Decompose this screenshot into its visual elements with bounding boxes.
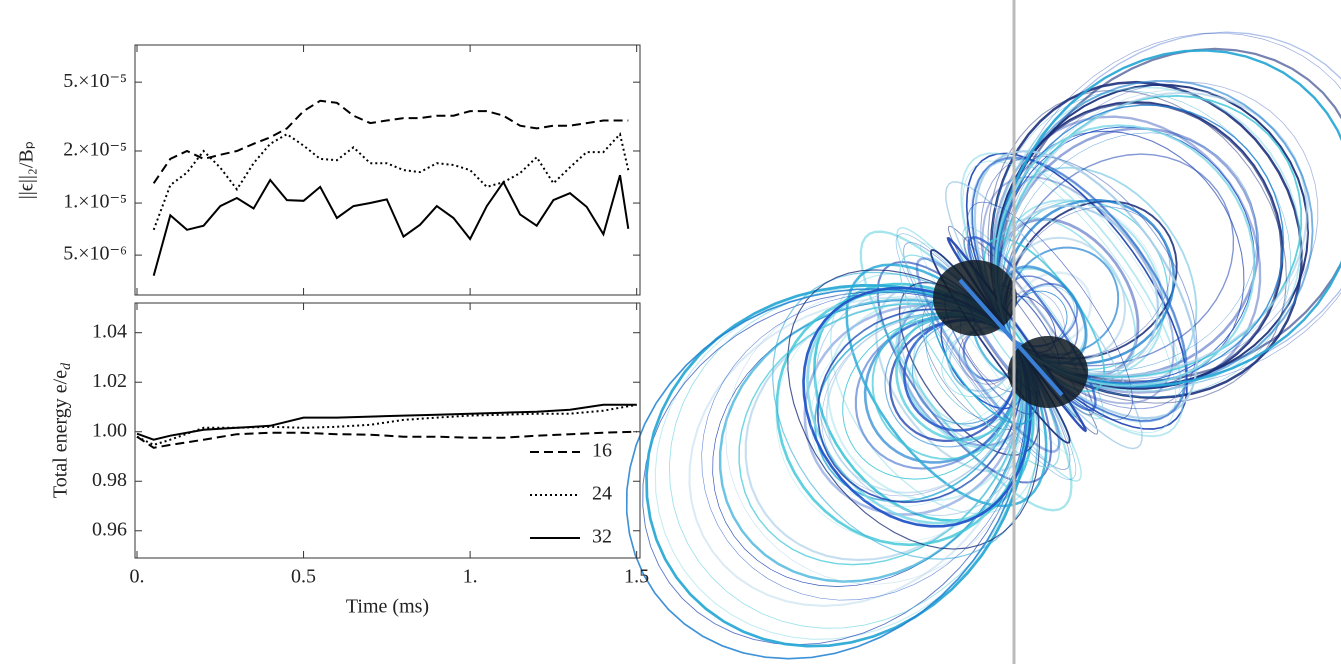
- field-line: [997, 50, 1341, 385]
- field-line: [647, 285, 1029, 646]
- x-tick-label: 0.5: [291, 566, 316, 588]
- field-line: [1000, 96, 1301, 377]
- dipole-axis: [960, 280, 1062, 395]
- y-axis-label: ||ϵ||₂/Bₚ: [16, 141, 38, 200]
- x-tick-label: 1.5: [624, 566, 649, 588]
- field-line: [1001, 93, 1307, 376]
- field-line: [998, 32, 1341, 384]
- legend-label: 32: [592, 526, 612, 548]
- y-tick-label: 1.×10⁻⁵: [63, 191, 127, 213]
- field-line-render: [627, 32, 1341, 659]
- field-line: [776, 297, 1026, 542]
- field-line: [804, 288, 1031, 526]
- x-tick-label: 0.: [129, 566, 144, 588]
- x-tick-label: 1.: [463, 566, 478, 588]
- legend-label: 24: [592, 483, 612, 505]
- field-line: [773, 272, 1038, 559]
- field-line: [788, 270, 1040, 549]
- field-line: [999, 82, 1318, 379]
- series-line: [152, 99, 629, 184]
- field-line: [1004, 154, 1234, 366]
- plot-frame: [134, 44, 641, 296]
- field-line: [997, 105, 1283, 383]
- series-line: [136, 430, 637, 449]
- field-line: [994, 87, 1300, 391]
- field-line: [991, 82, 1301, 398]
- y-tick-label: 1.02: [92, 370, 127, 392]
- field-line: [861, 232, 1072, 511]
- legend-label: 16: [592, 440, 612, 462]
- field-line: [669, 286, 1028, 628]
- y-tick-label: 0.98: [92, 469, 127, 491]
- field-line: [777, 291, 1028, 545]
- field-line: [702, 293, 1027, 600]
- field-line: [961, 153, 1183, 436]
- field-line: [967, 202, 1132, 420]
- y-tick-label: 5.×10⁻⁶: [63, 243, 127, 265]
- x-axis-label: Time (ms): [346, 596, 429, 618]
- field-line: [896, 234, 1076, 480]
- field-line: [972, 157, 1187, 421]
- field-line: [814, 284, 1033, 521]
- field-line: [983, 177, 1174, 403]
- field-line: [904, 242, 1070, 469]
- y-tick-label: 0.96: [92, 518, 127, 540]
- field-line: [995, 102, 1283, 389]
- field-line: [988, 91, 1286, 404]
- field-line: [967, 153, 1187, 429]
- field-line: [1002, 133, 1257, 372]
- plot-frame: [134, 302, 641, 559]
- y-tick-label: 1.00: [92, 419, 127, 441]
- y-axis-label: Total energy e/ed: [50, 362, 75, 498]
- series-line: [152, 132, 630, 231]
- field-line: [999, 49, 1341, 382]
- y-tick-label: 5.×10⁻⁵: [63, 70, 127, 92]
- field-line: [847, 265, 1046, 506]
- field-line: [627, 289, 1027, 659]
- series-line: [136, 403, 637, 441]
- field-line: [992, 168, 1196, 389]
- series-line: [136, 403, 637, 446]
- y-tick-label: 1.04: [92, 320, 127, 342]
- y-tick-label: 2.×10⁻⁵: [63, 139, 127, 161]
- field-line: [996, 125, 1255, 385]
- series-line: [152, 174, 630, 276]
- field-line: [975, 151, 1197, 418]
